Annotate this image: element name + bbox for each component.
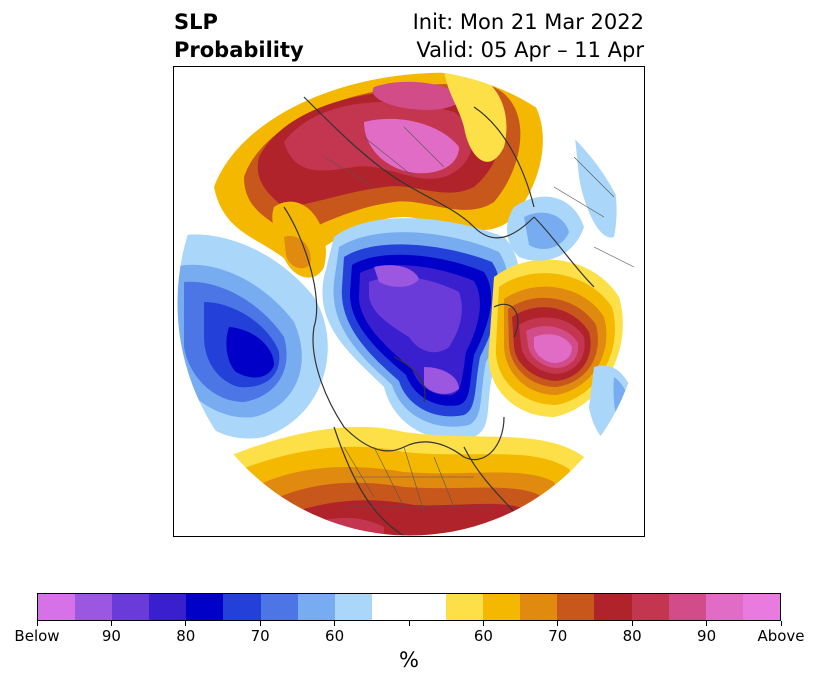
title-variable: SLP	[174, 10, 218, 34]
colorbar-segment	[520, 594, 558, 620]
colorbar-segment	[631, 594, 669, 620]
colorbar-tick-mark	[706, 621, 708, 626]
colorbar-tick-mark	[185, 621, 187, 626]
colorbar-segment	[594, 594, 632, 620]
colorbar-segment	[186, 594, 224, 620]
colorbar-tick-mark	[408, 621, 410, 626]
anomaly-north-atlantic-high	[488, 259, 623, 417]
colorbar-segment	[705, 594, 743, 620]
colorbar-segment	[223, 594, 261, 620]
colorbar-tick-mark	[259, 621, 261, 626]
anomaly-arctic-low	[322, 218, 520, 440]
political-borders	[323, 126, 635, 513]
anomaly-north-pacific-low	[177, 234, 328, 439]
colorbar-unit: %	[399, 648, 419, 672]
colorbar-tick-label: 70	[548, 627, 568, 645]
colorbar-segment	[38, 594, 76, 620]
colorbar-segment	[334, 594, 372, 620]
colorbar-tick-mark	[110, 621, 112, 626]
title-right: Init: Mon 21 Mar 2022 Valid: 05 Apr – 11…	[413, 8, 644, 64]
colorbar-tick-label: 60	[325, 627, 345, 645]
colorbar-tick-label: 80	[622, 627, 642, 645]
colorbar-segment	[446, 594, 484, 620]
init-date: Init: Mon 21 Mar 2022	[412, 10, 644, 34]
colorbar-tick-label: Below	[14, 627, 60, 645]
colorbar-segment	[260, 594, 298, 620]
colorbar-tick-mark	[780, 621, 782, 626]
colorbar-segment	[557, 594, 595, 620]
colorbar-segment	[371, 594, 409, 620]
colorbar-tick-label: 70	[250, 627, 270, 645]
colorbar-tick-mark	[36, 621, 38, 626]
colorbar-tick-label: Above	[757, 627, 805, 645]
colorbar-segment	[297, 594, 335, 620]
map-panel	[173, 66, 645, 537]
title-product: Probability	[174, 38, 304, 62]
colorbar-tick-mark	[631, 621, 633, 626]
coastlines	[283, 96, 595, 536]
colorbar-tick-mark	[557, 621, 559, 626]
colorbar-tick-label: 90	[697, 627, 717, 645]
colorbar-tick-label: 90	[101, 627, 121, 645]
colorbar-tick-label: 60	[473, 627, 493, 645]
colorbar-segment	[408, 594, 447, 620]
colorbar-segment	[75, 594, 113, 620]
anomaly-europe-yellow	[444, 70, 507, 162]
colorbar-tick-label: 80	[176, 627, 196, 645]
colorbar-segment	[483, 594, 521, 620]
valid-period: Valid: 05 Apr – 11 Apr	[416, 38, 644, 62]
colorbar-tick-mark	[482, 621, 484, 626]
probability-map	[176, 69, 644, 536]
title-left: SLP Probability	[174, 8, 304, 64]
anomaly-north-america-high	[214, 426, 589, 536]
colorbar	[37, 593, 781, 621]
colorbar-segment	[668, 594, 706, 620]
colorbar-segment	[742, 594, 780, 620]
colorbar-segment	[112, 594, 150, 620]
colorbar-tick-mark	[334, 621, 336, 626]
colorbar-segment	[149, 594, 187, 620]
